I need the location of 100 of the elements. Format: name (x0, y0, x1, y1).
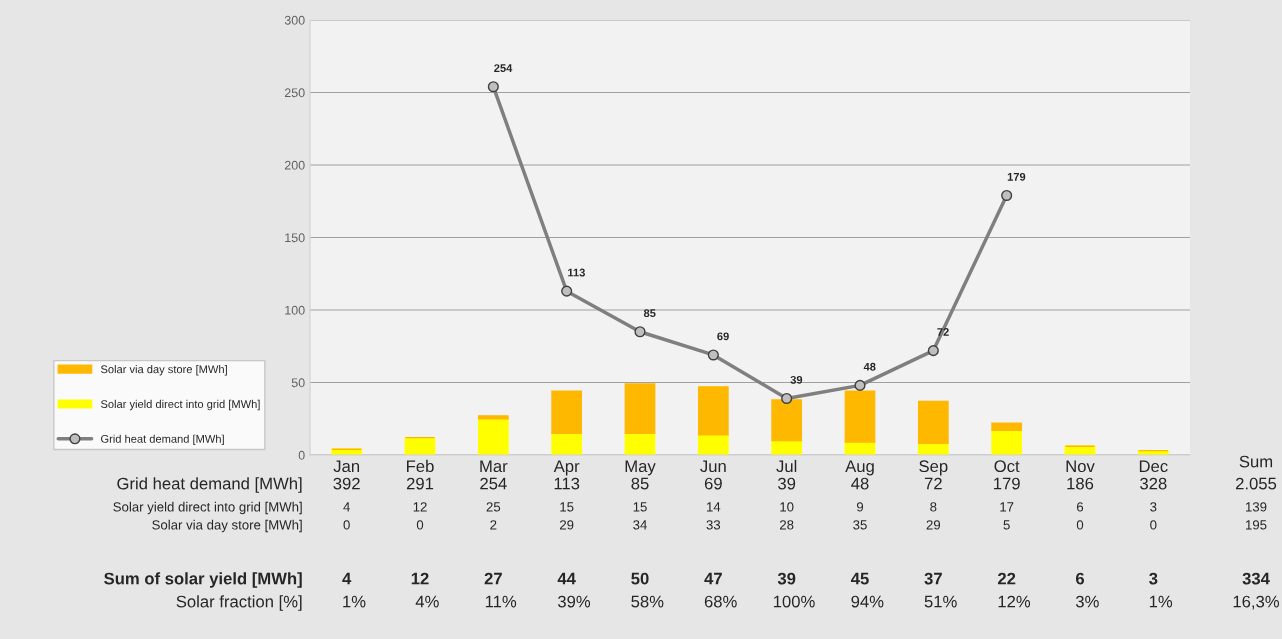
text: 51% (924, 595, 957, 608)
data-label: 0 (1076, 520, 1084, 530)
text: 58% (631, 595, 664, 608)
bar (551, 390, 583, 434)
data-label: 29 (559, 520, 574, 530)
x-tick-label: Mar (480, 460, 508, 473)
text: 37 (924, 572, 942, 585)
bar (697, 434, 729, 455)
text: 6 (1075, 572, 1085, 585)
data-label: 35 (853, 520, 867, 530)
text: Sum (1239, 455, 1273, 468)
x-tick-label: Apr (553, 460, 580, 476)
text: 113 (568, 268, 585, 277)
text: 39 (777, 572, 796, 585)
y-tick-label: 300 (284, 15, 305, 25)
text: 392 (333, 477, 360, 490)
bar (697, 386, 729, 436)
bar (991, 422, 1023, 432)
data-label: 33 (706, 520, 721, 530)
x-tick-label: Aug (845, 460, 874, 476)
x-tick-label: Jan (333, 460, 360, 473)
data-label: 15 (633, 502, 647, 512)
text: Solar fraction [%] (176, 595, 302, 611)
bar (991, 429, 1023, 455)
legend-label: Solar via day store [MWh] (100, 365, 227, 376)
data-label: 15 (560, 502, 574, 512)
x-tick-label: Nov (1066, 460, 1095, 473)
text: 11% (485, 595, 517, 608)
legend-label: Solar yield direct into grid [MWh] (100, 399, 260, 411)
x-tick-label: Oct (994, 460, 1020, 473)
text: 139 (1246, 502, 1267, 512)
data-label: 0 (1150, 520, 1157, 530)
x-tick-label: Dec (1139, 460, 1168, 473)
data-label: 3 (1150, 502, 1157, 512)
text: 68% (704, 595, 737, 608)
x-tick-label: May (625, 460, 656, 476)
bar (771, 399, 803, 442)
x-tick-label: Jul (776, 459, 797, 473)
y-tick-label: 0 (298, 450, 305, 460)
text: 12 (411, 572, 429, 585)
data-label: 10 (780, 502, 794, 512)
y-tick-label: 250 (284, 88, 305, 98)
data-label: 34 (633, 520, 647, 530)
data-label: 85 (631, 477, 649, 490)
text: 44 (557, 572, 576, 585)
text: 3 (1149, 572, 1158, 585)
text: 16,3% (1233, 595, 1280, 610)
data-label: 4 (343, 502, 350, 512)
x-tick-label: Jun (700, 460, 726, 473)
data-label: 5 (1003, 520, 1010, 530)
data-label: 17 (1000, 502, 1014, 512)
text: 22 (997, 572, 1016, 585)
data-label: 48 (851, 477, 869, 490)
text: 291 (406, 477, 434, 490)
data-label: 8 (930, 502, 937, 512)
text: 47 (704, 572, 722, 585)
text: 39% (557, 595, 591, 608)
text: 3% (1075, 595, 1099, 608)
data-label: 69 (704, 477, 722, 490)
text: 69 (717, 332, 729, 341)
data-label: 14 (707, 502, 721, 512)
text: Sum of solar yield [MWh] (104, 572, 302, 588)
data-label: 113 (554, 477, 580, 490)
text: 85 (643, 309, 656, 318)
text: 50 (631, 572, 649, 585)
text: 195 (1246, 520, 1267, 530)
text: 12% (998, 595, 1031, 608)
data-label: 6 (1077, 502, 1084, 512)
text: Solar yield direct into grid [MWh] (113, 501, 302, 515)
text: 254 (494, 64, 513, 72)
data-label: 179 (994, 477, 1020, 490)
text: 100% (773, 595, 815, 608)
bar (404, 436, 436, 455)
bar (917, 400, 949, 445)
x-tick-label: Feb (407, 459, 434, 473)
text: 94% (851, 595, 884, 608)
y-tick-label: 100 (285, 305, 305, 315)
legend-label: Grid heat demand [MWh] (101, 434, 224, 445)
bar (551, 432, 583, 455)
data-label: 29 (926, 520, 941, 530)
bar (477, 415, 509, 420)
text: 1% (343, 595, 366, 608)
data-label: 25 (486, 502, 501, 512)
text: 186 (1067, 477, 1094, 490)
data-label: 39 (778, 477, 796, 490)
text: 1% (1149, 595, 1173, 608)
data-label: 0 (343, 520, 350, 530)
y-tick-label: 50 (291, 378, 305, 388)
annotation: 39 (790, 375, 803, 384)
data-label: 0 (416, 520, 424, 530)
y-tick-label: 150 (285, 233, 305, 243)
data-label: 9 (856, 502, 864, 512)
text: 328 (1140, 477, 1167, 490)
data-label: 28 (779, 520, 794, 530)
bar (844, 390, 876, 443)
bar (624, 383, 656, 434)
y-tick-label: 200 (284, 160, 305, 170)
bar (477, 418, 509, 455)
text: 27 (484, 572, 502, 585)
text: Solar via day store [MWh] (152, 519, 302, 533)
